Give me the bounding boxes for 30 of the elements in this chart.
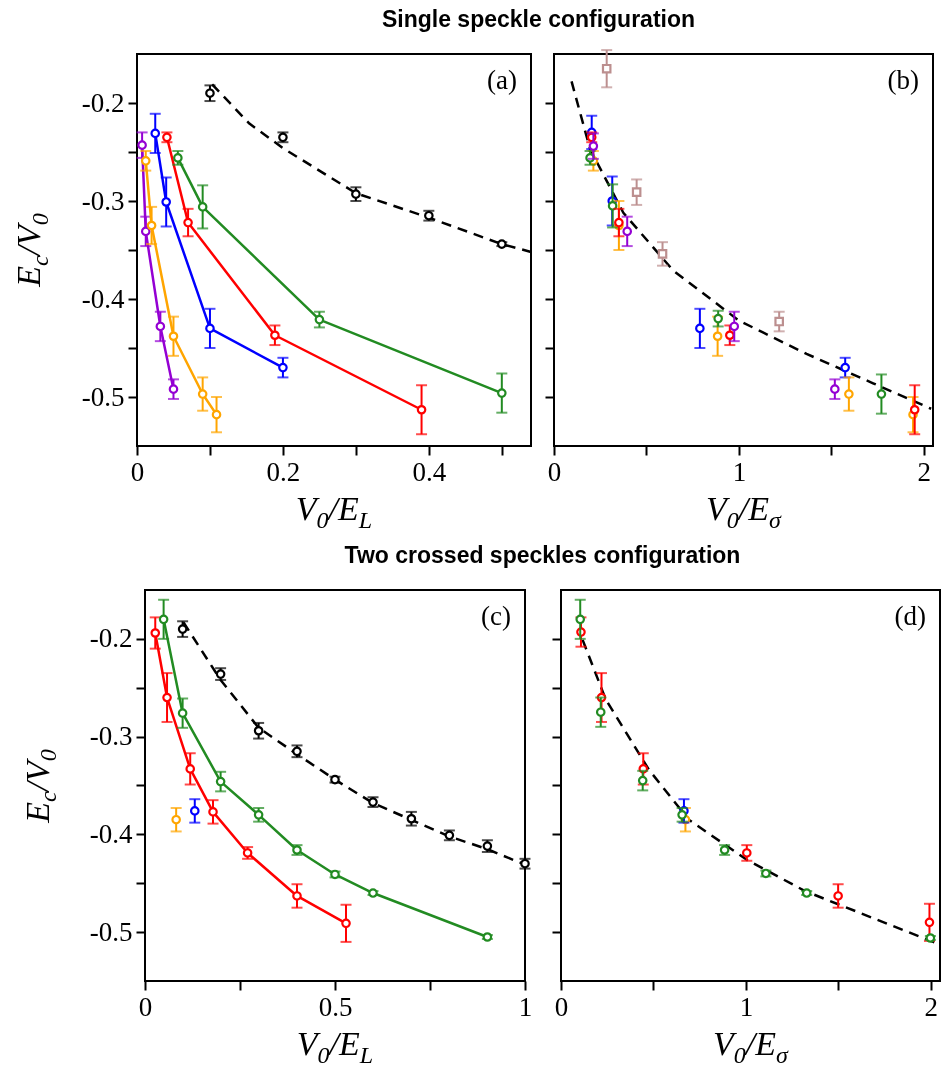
x-axis-title: V$_{0}$/E$_{σ}$	[712, 1025, 790, 1069]
y-tick-label: -0.5	[89, 916, 133, 947]
y-tick-label: -0.5	[81, 381, 125, 412]
x-axis-title: V$_{0}$/E$_{σ}$	[705, 490, 783, 534]
y-tick-label: -0.2	[89, 623, 133, 654]
y-tick-label: -0.4	[81, 283, 125, 314]
annotation: (c)	[481, 601, 511, 631]
x-tick-label: 1	[518, 991, 533, 1022]
annotation: (b)	[887, 65, 919, 95]
x-tick-label: 2	[924, 991, 939, 1022]
y-tick-label: -0.2	[81, 87, 125, 118]
x-tick-label: 0	[554, 991, 569, 1022]
x-tick-label: 0.2	[266, 456, 301, 487]
x-tick-label: 0	[138, 991, 153, 1022]
chart-title: Two crossed speckles configuration	[343, 542, 742, 569]
x-tick-label: 1	[732, 456, 747, 487]
y-tick-label: -0.4	[89, 818, 133, 849]
x-tick-label: 1	[739, 991, 754, 1022]
x-axis-title: V$_{0}$/E$_{L}$	[294, 490, 374, 534]
x-tick-label: 0.4	[412, 456, 447, 487]
annotation: (a)	[487, 65, 517, 95]
x-tick-label: 2	[917, 456, 932, 487]
y-tick-label: -0.3	[81, 185, 125, 216]
chart-title: Single speckle configuration	[380, 6, 697, 33]
x-axis-title: V$_{0}$/E$_{L}$	[295, 1025, 375, 1069]
y-tick-label: -0.3	[89, 721, 133, 752]
x-tick-label: 0.5	[318, 991, 353, 1022]
annotation: (d)	[894, 601, 926, 631]
x-tick-label: 0	[547, 456, 562, 487]
x-tick-label: 0	[130, 456, 145, 487]
